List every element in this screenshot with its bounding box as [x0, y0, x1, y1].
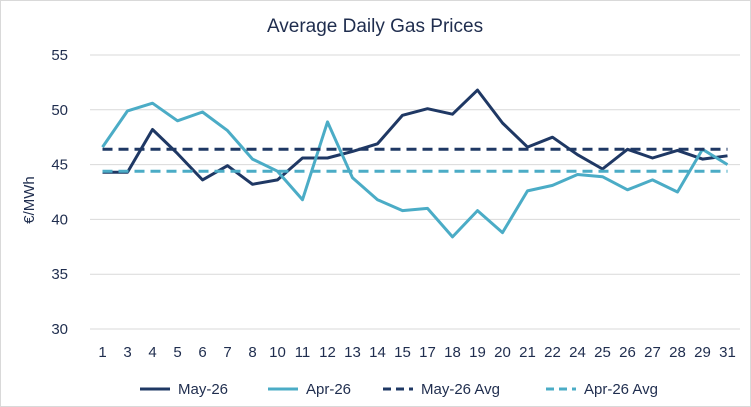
x-tick-label: 8: [248, 344, 256, 361]
y-tick-label: 30: [51, 321, 68, 338]
x-tick-label: 22: [544, 344, 561, 361]
chart-title: Average Daily Gas Prices: [267, 16, 483, 37]
legend-label: May-26: [178, 381, 228, 398]
y-tick-label: 50: [51, 102, 68, 119]
x-tick-label: 12: [319, 344, 336, 361]
x-tick-label: 17: [419, 344, 436, 361]
x-tick-label: 31: [719, 344, 736, 361]
series-line-may-26: [102, 88, 728, 186]
x-tick-label: 19: [469, 344, 486, 361]
y-tick-labels: 30 35 40 45 50 55: [51, 47, 68, 338]
gridlines: [90, 54, 740, 330]
x-tick-label: 11: [295, 344, 311, 361]
x-tick-label: 13: [344, 344, 361, 361]
x-tick-label: 20: [494, 344, 511, 361]
x-tick-label: 7: [223, 344, 231, 361]
x-tick-label: 21: [519, 344, 536, 361]
y-tick-label: 55: [51, 47, 68, 64]
y-tick-label: 40: [51, 211, 68, 228]
y-tick-label: 45: [51, 157, 68, 174]
x-tick-label: 27: [644, 344, 661, 361]
x-tick-label: 29: [694, 344, 711, 361]
x-tick-label: 4: [148, 344, 156, 361]
legend-label: Apr-26 Avg: [584, 381, 658, 398]
x-tick-label: 14: [369, 344, 386, 361]
x-tick-label: 15: [394, 344, 411, 361]
x-tick-label: 5: [173, 344, 181, 361]
x-tick-label: 24: [569, 344, 586, 361]
x-tick-label: 1: [98, 344, 106, 361]
x-tick-label: 18: [444, 344, 461, 361]
legend-label: Apr-26: [306, 381, 351, 398]
x-tick-label: 10: [269, 344, 286, 361]
x-tick-label: 26: [619, 344, 636, 361]
legend: May-26 Apr-26 May-26 Avg Apr-26 Avg: [140, 381, 658, 398]
x-tick-labels: 1 3 4 5 6 7 8 10 11 12 13 14 15 17 18 19 20 21 22 24 25 26 27 2…: [98, 344, 736, 361]
x-tick-label: 6: [198, 344, 206, 361]
legend-label: May-26 Avg: [421, 381, 500, 398]
x-tick-label: 25: [594, 344, 611, 361]
y-tick-label: 35: [51, 266, 68, 283]
x-tick-label: 28: [669, 344, 686, 361]
y-axis-label: €/MWh: [21, 176, 38, 224]
series-lines: [101, 88, 729, 239]
series-line-apr-26: [101, 101, 729, 239]
x-tick-label: 3: [123, 344, 131, 361]
